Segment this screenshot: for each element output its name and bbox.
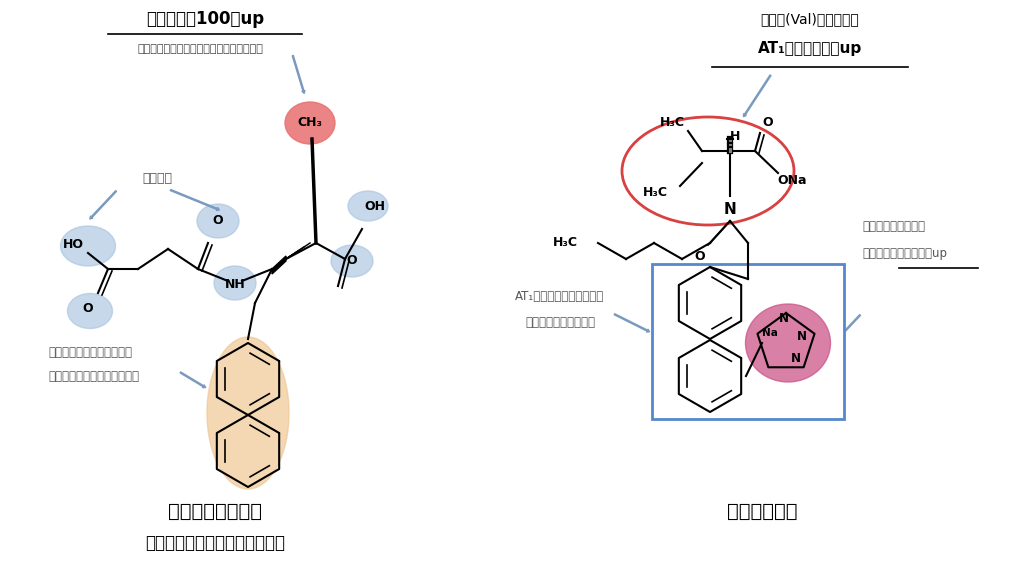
Ellipse shape bbox=[348, 191, 388, 221]
Text: N: N bbox=[724, 201, 736, 217]
Ellipse shape bbox=[285, 102, 335, 144]
Text: H: H bbox=[730, 130, 740, 142]
Text: バルサルタン: バルサルタン bbox=[727, 502, 798, 521]
Text: O: O bbox=[763, 117, 773, 130]
Text: Na: Na bbox=[762, 328, 778, 338]
Text: O: O bbox=[347, 255, 357, 268]
Text: 阻害活性約100倍up: 阻害活性約100倍up bbox=[146, 10, 264, 28]
Text: テトラゾールで脂溶性up: テトラゾールで脂溶性up bbox=[862, 246, 947, 260]
Text: OH: OH bbox=[365, 200, 385, 213]
Text: AT₁受容体選択性up: AT₁受容体選択性up bbox=[758, 42, 862, 57]
Ellipse shape bbox=[207, 337, 289, 489]
Ellipse shape bbox=[331, 245, 373, 277]
Text: AT₁受容体阻害の必須構造: AT₁受容体阻害の必須構造 bbox=[515, 289, 604, 302]
Text: （サクビトリルの活性代謝物）: （サクビトリルの活性代謝物） bbox=[145, 534, 285, 552]
Text: 疎水性相互作用により安定化: 疎水性相互作用により安定化 bbox=[48, 370, 139, 383]
Text: （疎水性相互作用＋結合部位への固定化）: （疎水性相互作用＋結合部位への固定化） bbox=[137, 44, 263, 54]
Text: サクビトリラート: サクビトリラート bbox=[168, 502, 262, 521]
Text: カルボン酸等価体の: カルボン酸等価体の bbox=[862, 219, 925, 232]
Text: 水素結合: 水素結合 bbox=[142, 172, 172, 186]
Text: O: O bbox=[83, 302, 93, 315]
Text: NH: NH bbox=[224, 278, 246, 292]
Text: N: N bbox=[797, 329, 807, 343]
Text: N: N bbox=[779, 312, 790, 325]
Text: H₃C: H₃C bbox=[642, 186, 668, 200]
Text: O: O bbox=[213, 214, 223, 228]
Ellipse shape bbox=[60, 226, 116, 266]
Ellipse shape bbox=[68, 293, 113, 329]
Ellipse shape bbox=[214, 266, 256, 300]
Text: H₃C: H₃C bbox=[553, 237, 578, 250]
Text: CH₃: CH₃ bbox=[298, 117, 323, 130]
Text: N: N bbox=[791, 352, 801, 366]
Polygon shape bbox=[272, 256, 286, 274]
Text: O: O bbox=[694, 250, 706, 263]
Text: （アドレスドメイン）: （アドレスドメイン） bbox=[525, 316, 595, 329]
Text: H₃C: H₃C bbox=[659, 117, 684, 130]
Text: 結合部位の深くに入り込み: 結合部位の深くに入り込み bbox=[48, 347, 132, 360]
Text: ONa: ONa bbox=[777, 174, 807, 187]
Text: バリン(Val)構造により: バリン(Val)構造により bbox=[761, 12, 859, 26]
Ellipse shape bbox=[197, 204, 239, 238]
FancyBboxPatch shape bbox=[652, 264, 844, 419]
Text: HO: HO bbox=[62, 237, 84, 251]
Ellipse shape bbox=[745, 304, 830, 382]
